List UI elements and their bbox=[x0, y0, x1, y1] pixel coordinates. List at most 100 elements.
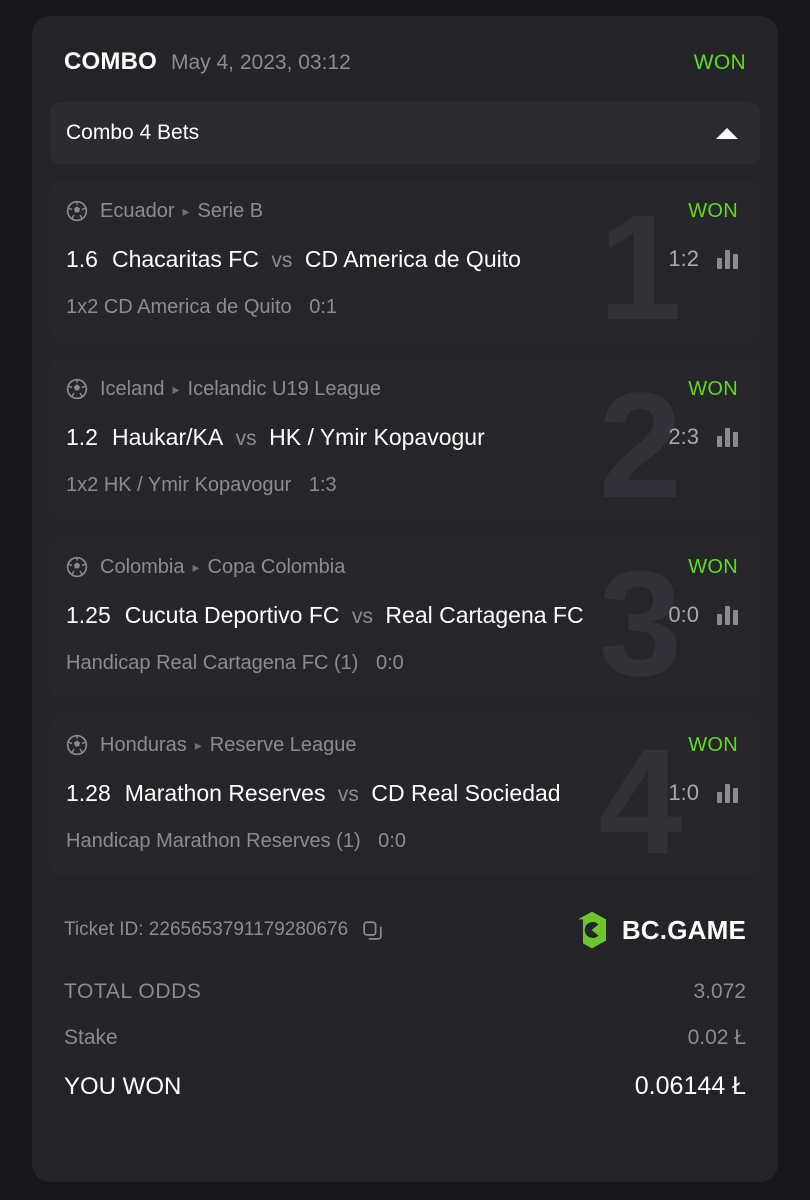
bar-stats-icon[interactable] bbox=[717, 249, 738, 269]
brand-logo: BC.GAME bbox=[574, 910, 746, 950]
vs-label: vs bbox=[351, 604, 373, 628]
ticket-type-label: COMBO bbox=[64, 48, 157, 75]
bet-league-text: Ecuador ▸ Serie B bbox=[100, 200, 263, 223]
bet-teams: Haukar/KA vs HK / Ymir Kopavogur bbox=[112, 424, 658, 451]
ticket-id-row: Ticket ID: 2265653791179280676 BC.GAME bbox=[50, 910, 760, 950]
away-team: HK / Ymir Kopavogur bbox=[269, 423, 485, 450]
away-team: CD Real Sociedad bbox=[371, 779, 561, 806]
bet-league-row: Colombia ▸ Copa Colombia WON bbox=[66, 552, 738, 582]
bar-stats-icon[interactable] bbox=[717, 427, 738, 447]
selection-score: 1:3 bbox=[308, 474, 337, 496]
total-odds-value: 3.072 bbox=[693, 980, 746, 1003]
selection-market: Handicap bbox=[66, 652, 151, 674]
total-odds-row: TOTAL ODDS 3.072 bbox=[64, 980, 746, 1026]
ticket-status-badge: WON bbox=[693, 51, 746, 74]
bet-row[interactable]: 2 Iceland ▸ Icelandic U19 League WON bbox=[50, 358, 760, 520]
total-odds-label: TOTAL ODDS bbox=[64, 980, 202, 1003]
stake-row: Stake 0.02 Ł bbox=[64, 1026, 746, 1072]
breadcrumb-separator-icon: ▸ bbox=[172, 381, 180, 397]
bet-league-row: Iceland ▸ Icelandic U19 League WON bbox=[66, 374, 738, 404]
totals-section: TOTAL ODDS 3.072 Stake 0.02 Ł YOU WON 0.… bbox=[50, 980, 760, 1124]
bet-status-badge: WON bbox=[688, 555, 738, 578]
copy-icon[interactable] bbox=[362, 920, 383, 941]
selection-market: Handicap bbox=[66, 830, 151, 852]
combo-toggle-bar[interactable]: Combo 4 Bets bbox=[50, 102, 760, 164]
bet-league-text: Iceland ▸ Icelandic U19 League bbox=[100, 378, 381, 401]
bet-score: 0:0 bbox=[668, 602, 699, 627]
bet-country: Honduras bbox=[100, 733, 187, 756]
payout-row: YOU WON 0.06144 Ł bbox=[64, 1072, 746, 1124]
bet-match-row: 1.25 Cucuta Deportivo FC vs Real Cartage… bbox=[66, 598, 738, 632]
home-team: Cucuta Deportivo FC bbox=[124, 601, 340, 628]
ticket-footer: Ticket ID: 2265653791179280676 BC.GAME T… bbox=[32, 910, 778, 1164]
selection-score: 0:0 bbox=[378, 830, 406, 852]
selection-pick: Marathon Reserves (1) bbox=[156, 830, 361, 852]
bet-status-badge: WON bbox=[688, 199, 738, 222]
breadcrumb-separator-icon: ▸ bbox=[182, 203, 190, 219]
bet-status-badge: WON bbox=[688, 733, 738, 756]
bet-score: 1:0 bbox=[668, 780, 699, 805]
breadcrumb-separator-icon: ▸ bbox=[192, 559, 200, 575]
bet-selection-row: 1x2 HK / Ymir Kopavogur 1:3 bbox=[66, 474, 738, 497]
bet-teams: Cucuta Deportivo FC vs Real Cartagena FC bbox=[125, 602, 659, 629]
bar-stats-icon[interactable] bbox=[717, 605, 738, 625]
combo-bar-title: Combo 4 Bets bbox=[66, 121, 200, 144]
payout-label: YOU WON bbox=[64, 1073, 182, 1100]
selection-market: 1x2 bbox=[66, 296, 99, 318]
bet-row[interactable]: 1 Ecuador ▸ Serie B WON 1.6 bbox=[50, 180, 760, 342]
bet-odds: 1.6 bbox=[66, 245, 98, 272]
bet-league-text: Colombia ▸ Copa Colombia bbox=[100, 556, 345, 579]
bet-match-row: 1.6 Chacaritas FC vs CD America de Quito… bbox=[66, 242, 738, 276]
bet-odds: 1.28 bbox=[66, 779, 111, 806]
home-team: Marathon Reserves bbox=[124, 779, 326, 806]
bet-league: Copa Colombia bbox=[207, 555, 346, 578]
bar-stats-icon[interactable] bbox=[717, 783, 738, 803]
ticket-date: May 4, 2023, 03:12 bbox=[171, 51, 351, 74]
bet-selection-row: 1x2 CD America de Quito 0:1 bbox=[66, 296, 738, 319]
home-team: Chacaritas FC bbox=[111, 245, 259, 272]
ticket-id-text: Ticket ID: 2265653791179280676 bbox=[64, 919, 349, 940]
caret-up-icon[interactable] bbox=[716, 127, 738, 139]
bet-league: Icelandic U19 League bbox=[187, 377, 382, 400]
selection-pick: Real Cartagena FC (1) bbox=[156, 652, 359, 674]
bet-country: Ecuador bbox=[100, 199, 175, 222]
bet-score: 2:3 bbox=[668, 424, 699, 449]
bet-ticket-card: COMBO May 4, 2023, 03:12 WON Combo 4 Bet… bbox=[32, 16, 778, 1182]
bet-row[interactable]: 4 Honduras ▸ Reserve League WON 1. bbox=[50, 714, 760, 876]
bets-list: 1 Ecuador ▸ Serie B WON 1.6 bbox=[32, 180, 778, 876]
home-team: Haukar/KA bbox=[111, 423, 224, 450]
bet-league: Reserve League bbox=[209, 733, 357, 756]
ticket-header: COMBO May 4, 2023, 03:12 WON bbox=[32, 38, 778, 92]
bet-teams: Chacaritas FC vs CD America de Quito bbox=[112, 246, 658, 273]
bet-match-row: 1.2 Haukar/KA vs HK / Ymir Kopavogur 2:3 bbox=[66, 420, 738, 454]
bet-country: Colombia bbox=[100, 555, 185, 578]
payout-value: 0.06144 Ł bbox=[634, 1072, 746, 1100]
bet-teams: Marathon Reserves vs CD Real Sociedad bbox=[125, 780, 659, 807]
vs-label: vs bbox=[337, 782, 359, 806]
bcgame-logo-icon bbox=[577, 911, 606, 949]
away-team: Real Cartagena FC bbox=[385, 601, 584, 628]
bet-league-text: Honduras ▸ Reserve League bbox=[100, 734, 357, 757]
soccer-ball-icon bbox=[66, 556, 88, 578]
bet-odds: 1.2 bbox=[66, 423, 98, 450]
vs-label: vs bbox=[271, 248, 293, 272]
bet-league-row: Ecuador ▸ Serie B WON bbox=[66, 196, 738, 226]
bet-status-badge: WON bbox=[688, 377, 738, 400]
bet-odds: 1.25 bbox=[66, 601, 111, 628]
soccer-ball-icon bbox=[66, 734, 88, 756]
footer-spacer bbox=[50, 1124, 760, 1164]
soccer-ball-icon bbox=[66, 378, 88, 400]
breadcrumb-separator-icon: ▸ bbox=[194, 737, 202, 753]
stake-label: Stake bbox=[64, 1026, 118, 1049]
selection-market: 1x2 bbox=[66, 474, 99, 496]
bet-score: 1:2 bbox=[668, 246, 699, 271]
bet-league-row: Honduras ▸ Reserve League WON bbox=[66, 730, 738, 760]
bet-selection-row: Handicap Real Cartagena FC (1) 0:0 bbox=[66, 652, 738, 675]
bet-match-row: 1.28 Marathon Reserves vs CD Real Socied… bbox=[66, 776, 738, 810]
bet-league: Serie B bbox=[197, 199, 264, 222]
bet-row[interactable]: 3 Colombia ▸ Copa Colombia WON 1.2 bbox=[50, 536, 760, 698]
selection-pick: CD America de Quito bbox=[103, 296, 292, 318]
selection-pick: HK / Ymir Kopavogur bbox=[103, 474, 292, 496]
away-team: CD America de Quito bbox=[304, 245, 521, 272]
